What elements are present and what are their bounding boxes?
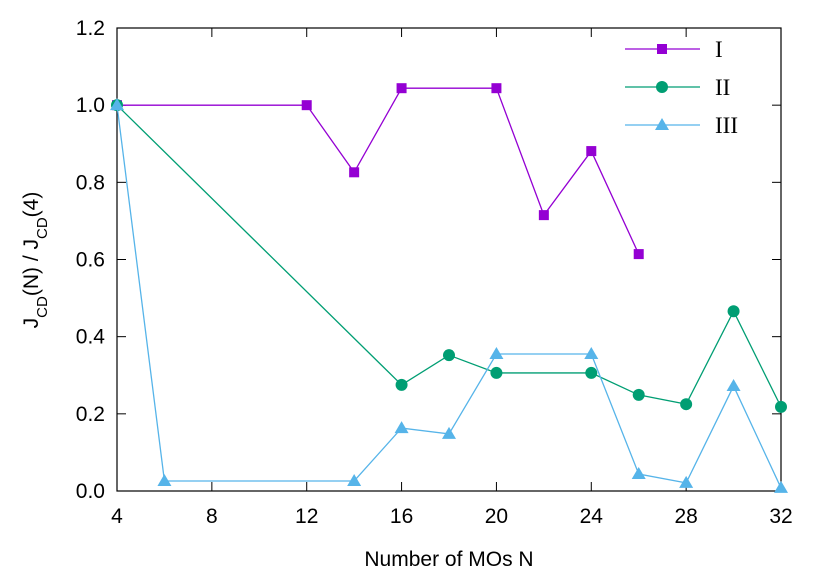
marker — [396, 83, 407, 94]
marker — [110, 98, 124, 111]
marker — [633, 249, 644, 260]
y-axis-label-part: (4) — [20, 192, 43, 218]
x-tick-label: 20 — [485, 505, 508, 528]
marker — [679, 475, 694, 488]
legend-label: II — [715, 75, 730, 100]
marker — [394, 421, 409, 434]
y-tick-label: 0.4 — [76, 326, 106, 349]
marker — [347, 473, 362, 486]
marker — [774, 480, 788, 493]
y-axis-label-part: J — [20, 318, 43, 329]
y-axis-label-part: CD — [34, 217, 51, 239]
x-axis-label: Number of MOs N — [364, 548, 533, 571]
legend-marker — [655, 118, 669, 130]
marker — [584, 347, 599, 360]
marker — [490, 366, 503, 379]
marker — [395, 378, 408, 391]
x-tick-label: 16 — [390, 505, 413, 528]
y-tick-label: 1.2 — [76, 17, 105, 40]
y-tick-label: 0.0 — [76, 480, 105, 503]
series-line — [117, 87, 640, 255]
marker — [631, 467, 646, 480]
marker — [585, 366, 598, 379]
x-tick-label: 28 — [674, 505, 697, 528]
marker — [442, 426, 456, 439]
y-tick-label: 0.6 — [76, 249, 105, 272]
marker — [301, 100, 312, 111]
legend-label: I — [715, 37, 723, 62]
y-tick-label: 0.8 — [76, 171, 105, 194]
marker — [726, 379, 741, 392]
marker — [489, 347, 504, 360]
y-axis-label: JCD(N) / JCD(4) — [20, 192, 51, 329]
marker — [586, 146, 597, 157]
x-tick-label: 12 — [295, 505, 318, 528]
marker — [491, 83, 502, 94]
marker — [632, 388, 645, 401]
marker — [443, 349, 455, 362]
plot-frame — [116, 27, 782, 492]
marker — [775, 400, 787, 413]
y-axis-label-part: CD — [34, 296, 51, 318]
x-tick-label: 32 — [769, 505, 792, 528]
marker — [538, 210, 549, 221]
y-axis-label-part: (N) / J — [20, 239, 43, 296]
marker — [727, 305, 740, 318]
legend-marker — [656, 81, 668, 93]
x-tick-label: 4 — [111, 505, 123, 528]
legend-marker — [657, 44, 667, 54]
series-line — [116, 104, 782, 408]
y-tick-label: 1.0 — [76, 94, 105, 117]
marker — [157, 473, 172, 486]
legend-label: III — [715, 113, 738, 138]
x-tick-label: 8 — [206, 505, 218, 528]
marker — [349, 167, 360, 178]
x-tick-label: 24 — [580, 505, 604, 528]
marker — [680, 398, 693, 411]
y-tick-label: 0.2 — [76, 403, 105, 426]
